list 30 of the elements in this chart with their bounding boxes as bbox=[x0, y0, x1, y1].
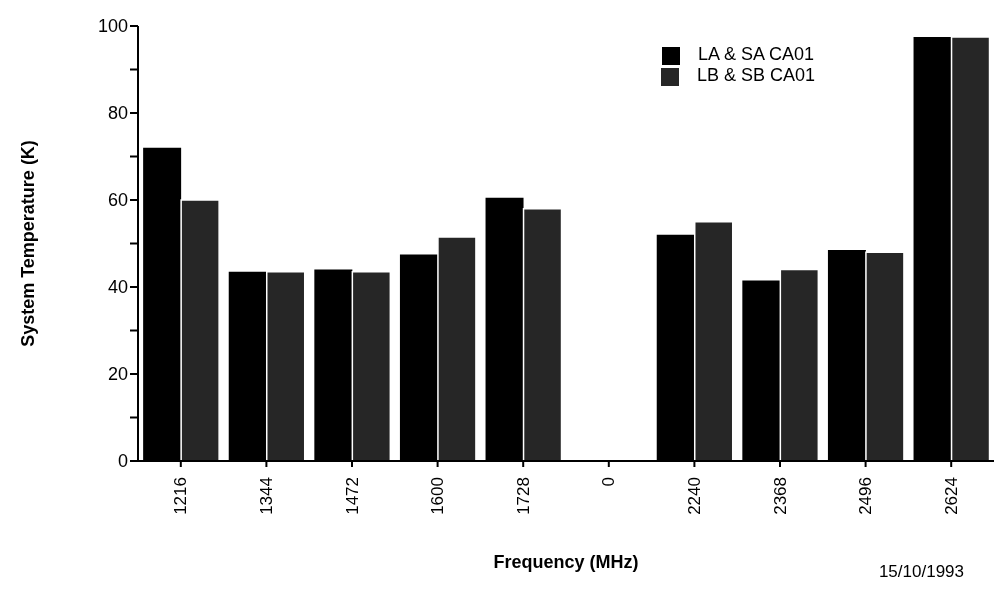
legend-label: LA & SA CA01 bbox=[697, 44, 815, 64]
y-tick-label: 40 bbox=[107, 277, 128, 298]
bar bbox=[950, 36, 991, 461]
text: 15/10/1993 bbox=[878, 562, 964, 582]
x-tick-label: 1344 bbox=[256, 477, 276, 515]
y-tick-label: 0 bbox=[117, 451, 128, 472]
bar bbox=[779, 268, 820, 461]
y-tick-label: 20 bbox=[107, 364, 128, 385]
bar bbox=[437, 236, 477, 461]
x-tick-label: 1472 bbox=[342, 477, 362, 515]
bar bbox=[351, 271, 392, 461]
x-tick-label: 2624 bbox=[941, 477, 961, 515]
y-axis-title: System Temperature (K) bbox=[18, 140, 39, 347]
y-tick-label: 80 bbox=[107, 103, 128, 124]
x-tick-label: 2368 bbox=[770, 477, 790, 515]
x-tick-label: 1728 bbox=[513, 477, 533, 515]
y-tick-label: 100 bbox=[97, 16, 128, 37]
y-tick-label: 60 bbox=[107, 190, 128, 211]
bar bbox=[180, 199, 220, 461]
bar bbox=[693, 221, 734, 461]
x-tick-label: 2240 bbox=[684, 477, 704, 515]
x-tick-label: 1600 bbox=[428, 477, 448, 515]
legend-label: LB & SB CA01 bbox=[696, 65, 816, 85]
bar bbox=[522, 207, 563, 461]
bar bbox=[865, 251, 905, 461]
x-tick-label: 1216 bbox=[171, 477, 191, 515]
bar bbox=[265, 271, 306, 461]
x-axis-title: Frequency (MHz) bbox=[493, 552, 639, 572]
x-tick-label: 0 bbox=[599, 477, 619, 487]
x-tick-label: 2496 bbox=[856, 477, 876, 515]
